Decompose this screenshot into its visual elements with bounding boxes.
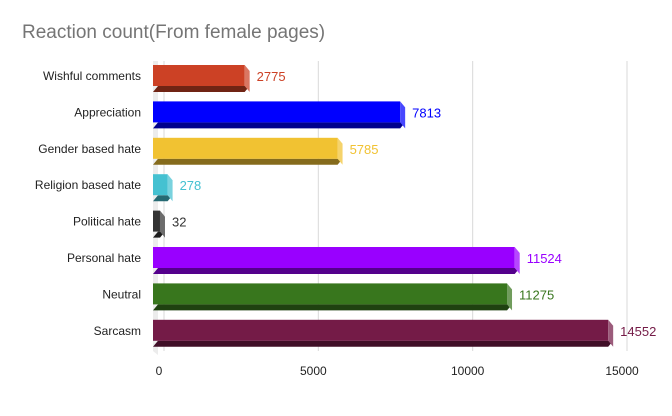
bar-end-face xyxy=(608,319,614,347)
chart-title: Reaction count(From female pages) xyxy=(22,22,325,43)
bar-front-face xyxy=(153,319,609,341)
bar-front-face xyxy=(153,101,401,123)
category-label: Religion based hate xyxy=(35,178,141,192)
plot-depth-wall xyxy=(153,61,158,355)
bars xyxy=(153,65,614,347)
bar-end-face xyxy=(400,101,406,129)
bar-bottom-face xyxy=(153,122,406,129)
category-label: Political hate xyxy=(73,215,141,229)
bar xyxy=(153,210,165,238)
data-labels: 2775 7813 5785 278 32 11524 11275 14552 xyxy=(172,69,656,339)
data-label: 14552 xyxy=(620,324,656,339)
plot-shadow xyxy=(153,61,158,355)
bar-end-face xyxy=(159,210,165,238)
data-label: 32 xyxy=(172,215,186,230)
bar-front-face xyxy=(153,210,160,232)
bar xyxy=(153,101,406,129)
bar-end-face xyxy=(337,137,343,165)
category-labels: Wishful comments Appreciation Gender based… xyxy=(35,69,141,338)
bar-bottom-face xyxy=(153,158,343,165)
bar-front-face xyxy=(153,247,515,268)
bar-front-face xyxy=(153,283,508,305)
bar-end-face xyxy=(167,174,173,202)
category-label: Wishful comments xyxy=(43,69,141,83)
category-label: Gender based hate xyxy=(38,142,141,156)
data-label: 11275 xyxy=(519,287,554,302)
category-label: Personal hate xyxy=(67,251,141,265)
bar-bottom-face xyxy=(153,340,614,347)
bar xyxy=(153,247,520,274)
data-label: 5785 xyxy=(350,142,379,157)
x-tick-label: 15000 xyxy=(605,364,639,378)
category-label: Appreciation xyxy=(74,105,141,119)
bar-bottom-face xyxy=(153,86,250,92)
data-label: 11524 xyxy=(527,251,562,266)
bar-bottom-face xyxy=(153,304,513,311)
bar-bottom-face xyxy=(153,195,173,202)
bar-end-face xyxy=(507,283,513,311)
bar xyxy=(153,319,614,347)
bar xyxy=(153,283,513,311)
bar xyxy=(153,174,173,202)
x-tick-label: 10000 xyxy=(451,364,485,378)
bar-front-face xyxy=(153,174,168,196)
bar xyxy=(153,137,343,165)
bar-end-face xyxy=(244,65,250,92)
bar-front-face xyxy=(153,65,245,86)
bar-end-face xyxy=(514,247,520,274)
x-tick-label: 0 xyxy=(156,364,163,378)
category-label: Sarcasm xyxy=(94,324,141,338)
bar-bottom-face xyxy=(153,268,520,274)
data-label: 278 xyxy=(180,178,202,193)
data-label: 2775 xyxy=(257,69,286,84)
bar-front-face xyxy=(153,137,338,159)
category-label: Neutral xyxy=(102,287,141,301)
x-axis-ticks: 0 5000 10000 15000 xyxy=(156,364,639,378)
x-tick-label: 5000 xyxy=(300,364,327,378)
bar xyxy=(153,65,250,92)
data-label: 7813 xyxy=(412,105,441,120)
